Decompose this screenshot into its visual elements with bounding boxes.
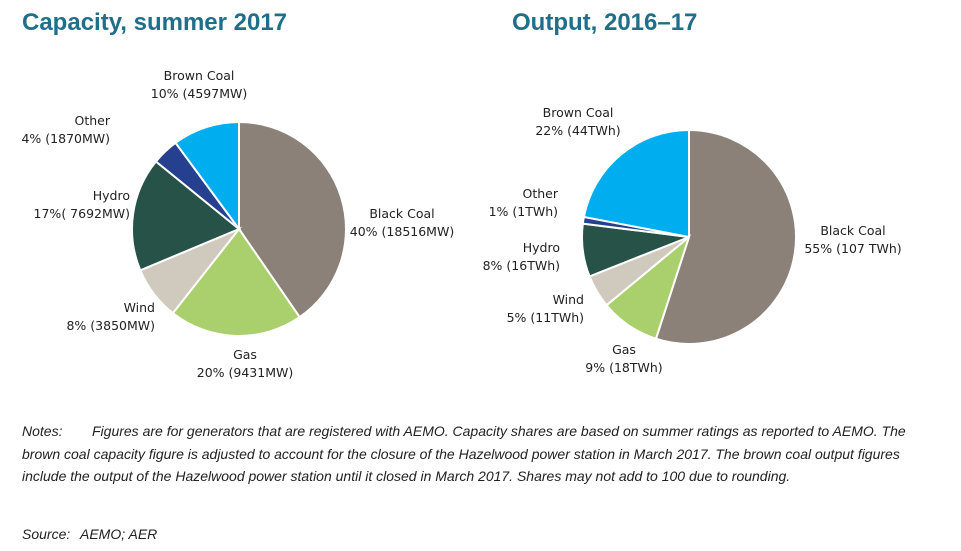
output-label-black-coal-value: 55% (107 TWh)	[804, 241, 901, 256]
capacity-slice-gas	[171, 227, 302, 337]
capacity-label-black-coal-value: 40% (18516MW)	[350, 224, 454, 239]
source-label: Source:	[22, 526, 71, 542]
capacity-label-gas-value: 20% (9431MW)	[197, 365, 293, 380]
capacity-label-other-name: Other	[75, 113, 111, 128]
output-label-gas-value: 9% (18TWh)	[585, 360, 662, 375]
output-label-brown-coal-value: 22% (44TWh)	[535, 123, 620, 138]
capacity-label-other-value: 4% (1870MW)	[21, 131, 110, 146]
output-slice-brown-coal	[582, 128, 690, 239]
output-slice-black-coal	[654, 128, 797, 345]
output-label-hydro-value: 8% (16TWh)	[483, 258, 560, 273]
capacity-slice-black-coal	[238, 120, 347, 319]
capacity-label-hydro-value: 17%( 7692MW)	[34, 206, 130, 221]
capacity-label-brown-coal-name: Brown Coal	[164, 68, 235, 83]
output-label-other-name: Other	[523, 186, 559, 201]
capacity-label-gas-name: Gas	[233, 347, 257, 362]
output-label-brown-coal-name: Brown Coal	[543, 105, 614, 120]
output-label-wind-name: Wind	[553, 292, 584, 307]
output-label-gas-name: Gas	[612, 342, 636, 357]
output-label-hydro-name: Hydro	[523, 240, 560, 255]
capacity-label-black-coal-name: Black Coal	[369, 206, 434, 221]
notes-text: Figures are for generators that are regi…	[22, 423, 906, 484]
output-label-wind-value: 5% (11TWh)	[507, 310, 584, 325]
output-chart-title: Output, 2016–17	[512, 9, 698, 36]
output-label-other-value: 1% (1TWh)	[489, 204, 558, 219]
output-pie: Black Coal 55% (107 TWh) Gas 9% (18TWh) Wind…	[483, 105, 902, 375]
capacity-label-hydro-name: Hydro	[93, 188, 130, 203]
source-line: Source: AEMO; AER	[22, 526, 157, 542]
capacity-label-wind-value: 8% (3850MW)	[66, 318, 155, 333]
capacity-label-brown-coal-value: 10% (4597MW)	[151, 86, 247, 101]
capacity-slice-hydro	[131, 160, 241, 272]
source-text: AEMO; AER	[80, 526, 158, 542]
notes: Notes: Figures are for generators that ar…	[22, 420, 947, 488]
capacity-pie: Black Coal 40% (18516MW) Gas 20% (9431MW) Wi…	[21, 68, 454, 380]
capacity-label-wind-name: Wind	[124, 300, 155, 315]
capacity-chart-title: Capacity, summer 2017	[22, 9, 288, 36]
pie-charts: Black Coal 40% (18516MW) Gas 20% (9431MW) Wi…	[21, 68, 902, 380]
notes-label: Notes:	[22, 423, 63, 439]
output-label-black-coal-name: Black Coal	[820, 223, 885, 238]
capacity-slice-brown-coal	[174, 120, 240, 233]
